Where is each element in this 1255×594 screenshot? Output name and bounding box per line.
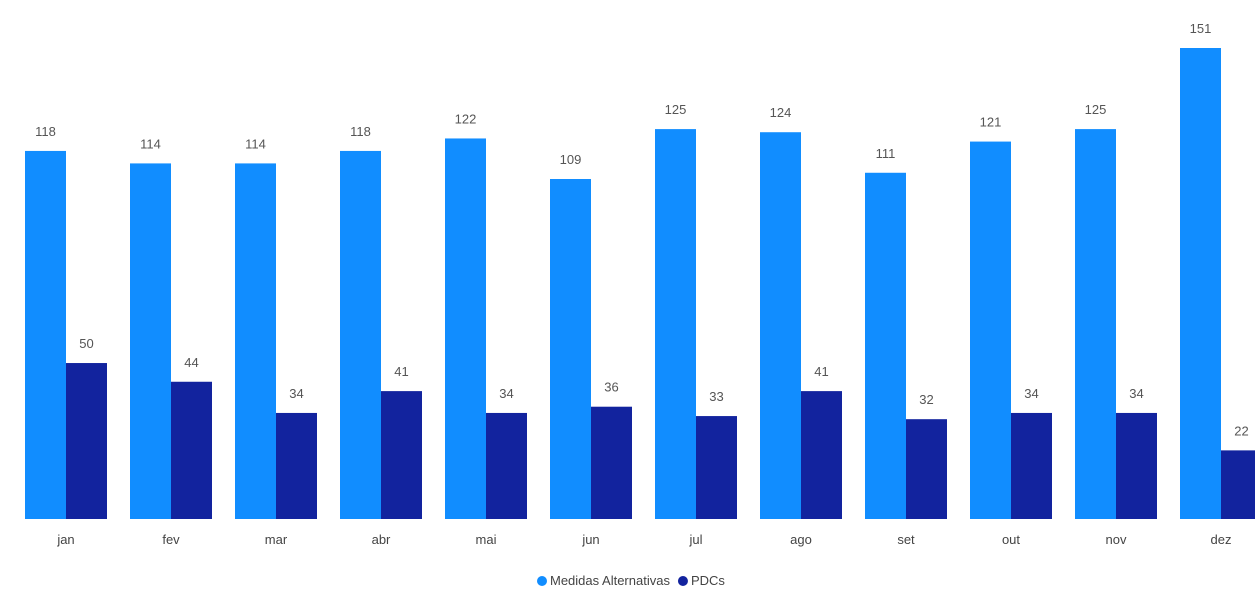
data-label-medidas-alternativas-jan: 118 bbox=[35, 124, 56, 139]
data-label-pdcs-nov: 34 bbox=[1129, 386, 1143, 401]
bar-medidas-alternativas-jul[interactable] bbox=[655, 129, 696, 519]
bar-medidas-alternativas-mai[interactable] bbox=[445, 138, 486, 519]
x-tick-label-jan: jan bbox=[56, 532, 74, 547]
bar-medidas-alternativas-dez[interactable] bbox=[1180, 48, 1221, 519]
x-tick-label-ago: ago bbox=[790, 532, 812, 547]
x-tick-label-fev: fev bbox=[162, 532, 180, 547]
bar-pdcs-dez[interactable] bbox=[1221, 450, 1255, 519]
bar-pdcs-nov[interactable] bbox=[1116, 412, 1157, 519]
bar-pdcs-abr[interactable] bbox=[381, 391, 422, 519]
x-tick-label-dez: dez bbox=[1211, 532, 1232, 547]
data-label-pdcs-jun: 36 bbox=[604, 380, 618, 395]
data-label-pdcs-ago: 41 bbox=[814, 364, 828, 379]
data-label-pdcs-abr: 41 bbox=[394, 364, 408, 379]
x-tick-label-jun: jun bbox=[581, 532, 599, 547]
data-label-pdcs-jul: 33 bbox=[709, 389, 723, 404]
data-label-medidas-alternativas-ago: 124 bbox=[770, 105, 792, 120]
bar-medidas-alternativas-jan[interactable] bbox=[25, 150, 66, 519]
data-label-pdcs-set: 32 bbox=[919, 392, 933, 407]
bar-pdcs-jul[interactable] bbox=[696, 416, 737, 519]
x-tick-label-jul: jul bbox=[688, 532, 702, 547]
bar-medidas-alternativas-mar[interactable] bbox=[235, 163, 276, 520]
bar-medidas-alternativas-abr[interactable] bbox=[340, 150, 381, 519]
data-labels-layer: 118 50 114 44 114 34 118 41 122 34 109 36 125 33 124 41… bbox=[35, 21, 1249, 438]
data-label-medidas-alternativas-dez: 151 bbox=[1190, 21, 1212, 36]
data-label-pdcs-jan: 50 bbox=[79, 336, 93, 351]
bar-medidas-alternativas-jun[interactable] bbox=[550, 179, 591, 519]
bar-pdcs-mai[interactable] bbox=[486, 412, 527, 519]
data-label-medidas-alternativas-out: 121 bbox=[980, 115, 1002, 130]
bar-pdcs-fev[interactable] bbox=[171, 381, 212, 519]
legend[interactable]: Medidas Alternativas PDCs bbox=[537, 573, 725, 588]
bar-pdcs-jun[interactable] bbox=[591, 406, 632, 519]
data-label-medidas-alternativas-jul: 125 bbox=[665, 102, 687, 117]
bar-pdcs-mar[interactable] bbox=[276, 412, 317, 519]
x-tick-label-nov: nov bbox=[1106, 532, 1127, 547]
legend-marker-pdcs bbox=[677, 576, 688, 586]
bar-medidas-alternativas-set[interactable] bbox=[865, 172, 906, 519]
x-tick-label-mar: mar bbox=[265, 532, 288, 547]
data-label-medidas-alternativas-fev: 114 bbox=[140, 136, 161, 151]
legend-label-medidas-alternativas: Medidas Alternativas bbox=[550, 573, 670, 588]
x-tick-label-abr: abr bbox=[372, 532, 391, 547]
data-label-medidas-alternativas-nov: 125 bbox=[1085, 102, 1107, 117]
x-tick-label-out: out bbox=[1002, 532, 1020, 547]
bar-pdcs-out[interactable] bbox=[1011, 412, 1052, 519]
data-label-pdcs-dez: 22 bbox=[1234, 423, 1248, 438]
data-label-pdcs-out: 34 bbox=[1024, 386, 1038, 401]
data-label-pdcs-mai: 34 bbox=[499, 386, 513, 401]
bar-medidas-alternativas-ago[interactable] bbox=[760, 132, 801, 519]
data-label-medidas-alternativas-jun: 109 bbox=[560, 152, 582, 167]
x-tick-label-set: set bbox=[897, 532, 915, 547]
bar-pdcs-set[interactable] bbox=[906, 419, 947, 519]
x-tick-label-mai: mai bbox=[476, 532, 497, 547]
bar-pdcs-jan[interactable] bbox=[66, 363, 107, 519]
data-label-medidas-alternativas-mar: 114 bbox=[245, 136, 266, 151]
legend-item-pdcs[interactable]: PDCs bbox=[677, 573, 725, 588]
data-label-pdcs-mar: 34 bbox=[289, 386, 303, 401]
data-label-medidas-alternativas-mai: 122 bbox=[455, 111, 477, 126]
data-label-medidas-alternativas-abr: 118 bbox=[350, 124, 371, 139]
x-axis-ticks: jan fev mar abr mai jun jul ago set out nov dez bbox=[56, 532, 1231, 547]
bar-pdcs-ago[interactable] bbox=[801, 391, 842, 519]
legend-label-pdcs: PDCs bbox=[691, 573, 725, 588]
bar-medidas-alternativas-fev[interactable] bbox=[130, 163, 171, 520]
bars-layer bbox=[25, 48, 1255, 520]
bar-medidas-alternativas-out[interactable] bbox=[970, 141, 1011, 519]
data-label-pdcs-fev: 44 bbox=[184, 355, 198, 370]
legend-item-medidas-alternativas[interactable]: Medidas Alternativas bbox=[537, 573, 670, 588]
bar-medidas-alternativas-nov[interactable] bbox=[1075, 129, 1116, 519]
data-label-medidas-alternativas-set: 111 bbox=[876, 146, 896, 161]
legend-marker-medidas-alternativas bbox=[537, 576, 547, 586]
